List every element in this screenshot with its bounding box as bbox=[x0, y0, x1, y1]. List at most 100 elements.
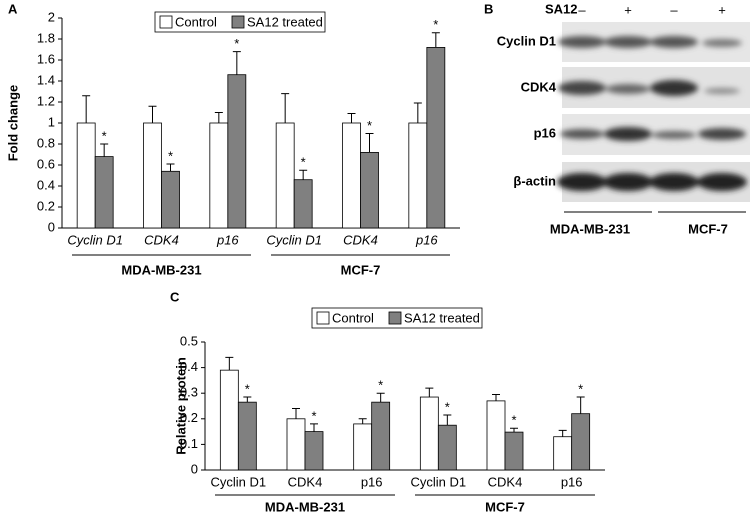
error-bar bbox=[425, 387, 434, 398]
error-bar bbox=[358, 418, 367, 424]
error-bar bbox=[365, 133, 374, 153]
bar bbox=[227, 74, 247, 229]
bar bbox=[293, 179, 313, 229]
error-bar bbox=[310, 423, 318, 432]
bar bbox=[161, 170, 180, 229]
protein-label: β-actin bbox=[513, 173, 556, 188]
bar bbox=[419, 396, 439, 471]
legend-label: SA12 treated bbox=[247, 14, 323, 29]
protein-label: CDK4 bbox=[521, 79, 557, 94]
error-bar bbox=[492, 393, 500, 401]
y-tick-label: 2 bbox=[48, 9, 55, 24]
y-tick-label: 0.2 bbox=[180, 410, 198, 425]
y-tick-label: 1.8 bbox=[37, 30, 55, 45]
error-bar bbox=[100, 143, 109, 157]
error-bar bbox=[292, 408, 300, 419]
western-blot bbox=[557, 22, 750, 202]
y-tick-label: 0.2 bbox=[37, 198, 55, 213]
significance-marker: * bbox=[378, 378, 383, 393]
error-bar bbox=[232, 51, 241, 75]
legend-swatch bbox=[159, 15, 173, 29]
blot-bands bbox=[557, 36, 747, 191]
significance-marker: * bbox=[245, 381, 250, 396]
x-tick-label: p16 bbox=[361, 474, 383, 489]
significance-marker: * bbox=[511, 413, 516, 428]
bar bbox=[304, 431, 324, 471]
panel-label: C bbox=[170, 289, 180, 304]
significance-marker: * bbox=[578, 381, 583, 396]
legend-label: Control bbox=[332, 310, 374, 325]
error-bar bbox=[558, 429, 567, 437]
significance-marker: * bbox=[367, 118, 372, 133]
error-bar bbox=[576, 396, 585, 414]
bar bbox=[437, 424, 457, 471]
error-bar bbox=[299, 169, 308, 180]
bar bbox=[286, 418, 306, 471]
y-tick-label: 0.4 bbox=[37, 177, 55, 192]
x-tick-label: Cyclin D1 bbox=[67, 232, 123, 247]
bar bbox=[209, 122, 229, 229]
panel-label: A bbox=[8, 1, 18, 16]
bar bbox=[571, 413, 591, 471]
lane-label: + bbox=[718, 2, 726, 17]
x-tick-label: CDK4 bbox=[488, 474, 523, 489]
error-bar bbox=[443, 414, 452, 426]
error-bar bbox=[281, 93, 290, 123]
bar bbox=[353, 423, 373, 471]
legend-label: SA12 treated bbox=[404, 310, 480, 325]
significance-marker: * bbox=[102, 128, 107, 143]
treatment-label: SA12 bbox=[545, 1, 578, 16]
bar bbox=[143, 122, 162, 229]
lane-label: – bbox=[670, 2, 678, 17]
significance-marker: * bbox=[311, 408, 316, 423]
error-bar bbox=[243, 396, 252, 403]
legend-swatch bbox=[231, 15, 245, 29]
x-tick-label: Cyclin D1 bbox=[211, 474, 267, 489]
error-bar bbox=[214, 112, 223, 123]
group-label: MDA-MB-231 bbox=[265, 499, 345, 514]
significance-marker: * bbox=[433, 17, 438, 32]
bar bbox=[237, 401, 257, 471]
error-bar bbox=[166, 163, 175, 172]
lane-label: + bbox=[624, 2, 632, 17]
x-tick-label: Cyclin D1 bbox=[266, 232, 322, 247]
error-bar bbox=[376, 392, 385, 403]
bar bbox=[219, 369, 239, 471]
bar bbox=[486, 400, 506, 471]
bar bbox=[426, 47, 446, 229]
x-tick-label: CDK4 bbox=[288, 474, 323, 489]
group-label: MDA-MB-231 bbox=[121, 262, 201, 277]
legend-swatch bbox=[388, 311, 402, 325]
bar bbox=[342, 122, 361, 229]
bar bbox=[504, 431, 524, 471]
y-tick-label: 1.4 bbox=[37, 72, 55, 87]
significance-marker: * bbox=[301, 155, 306, 170]
bar bbox=[408, 122, 428, 229]
y-axis-title: Fold change bbox=[5, 85, 20, 162]
y-tick-label: 0.3 bbox=[180, 385, 198, 400]
protein-label: Cyclin D1 bbox=[497, 33, 556, 48]
protein-label: p16 bbox=[534, 125, 556, 140]
y-tick-label: 1.2 bbox=[37, 93, 55, 108]
x-tick-label: Cyclin D1 bbox=[411, 474, 467, 489]
y-tick-label: 0.4 bbox=[180, 359, 198, 374]
y-axis-title: Relative protein bbox=[173, 357, 188, 455]
error-bar bbox=[347, 113, 356, 123]
y-tick-label: 1 bbox=[48, 114, 55, 129]
y-tick-label: 0 bbox=[191, 461, 198, 476]
bar bbox=[94, 156, 114, 229]
y-tick-label: 0.1 bbox=[180, 436, 198, 451]
x-tick-label: CDK4 bbox=[144, 232, 179, 247]
x-tick-label: p16 bbox=[561, 474, 583, 489]
cell-line-label: MDA-MB-231 bbox=[550, 221, 630, 236]
error-bar bbox=[431, 32, 440, 48]
error-bar bbox=[413, 102, 422, 123]
legend-label: Control bbox=[175, 14, 217, 29]
significance-marker: * bbox=[234, 36, 239, 51]
y-tick-label: 0.8 bbox=[37, 135, 55, 150]
lane-label: – bbox=[578, 2, 586, 17]
bar bbox=[553, 436, 573, 471]
y-tick-label: 0.6 bbox=[37, 156, 55, 171]
x-tick-label: CDK4 bbox=[343, 232, 378, 247]
